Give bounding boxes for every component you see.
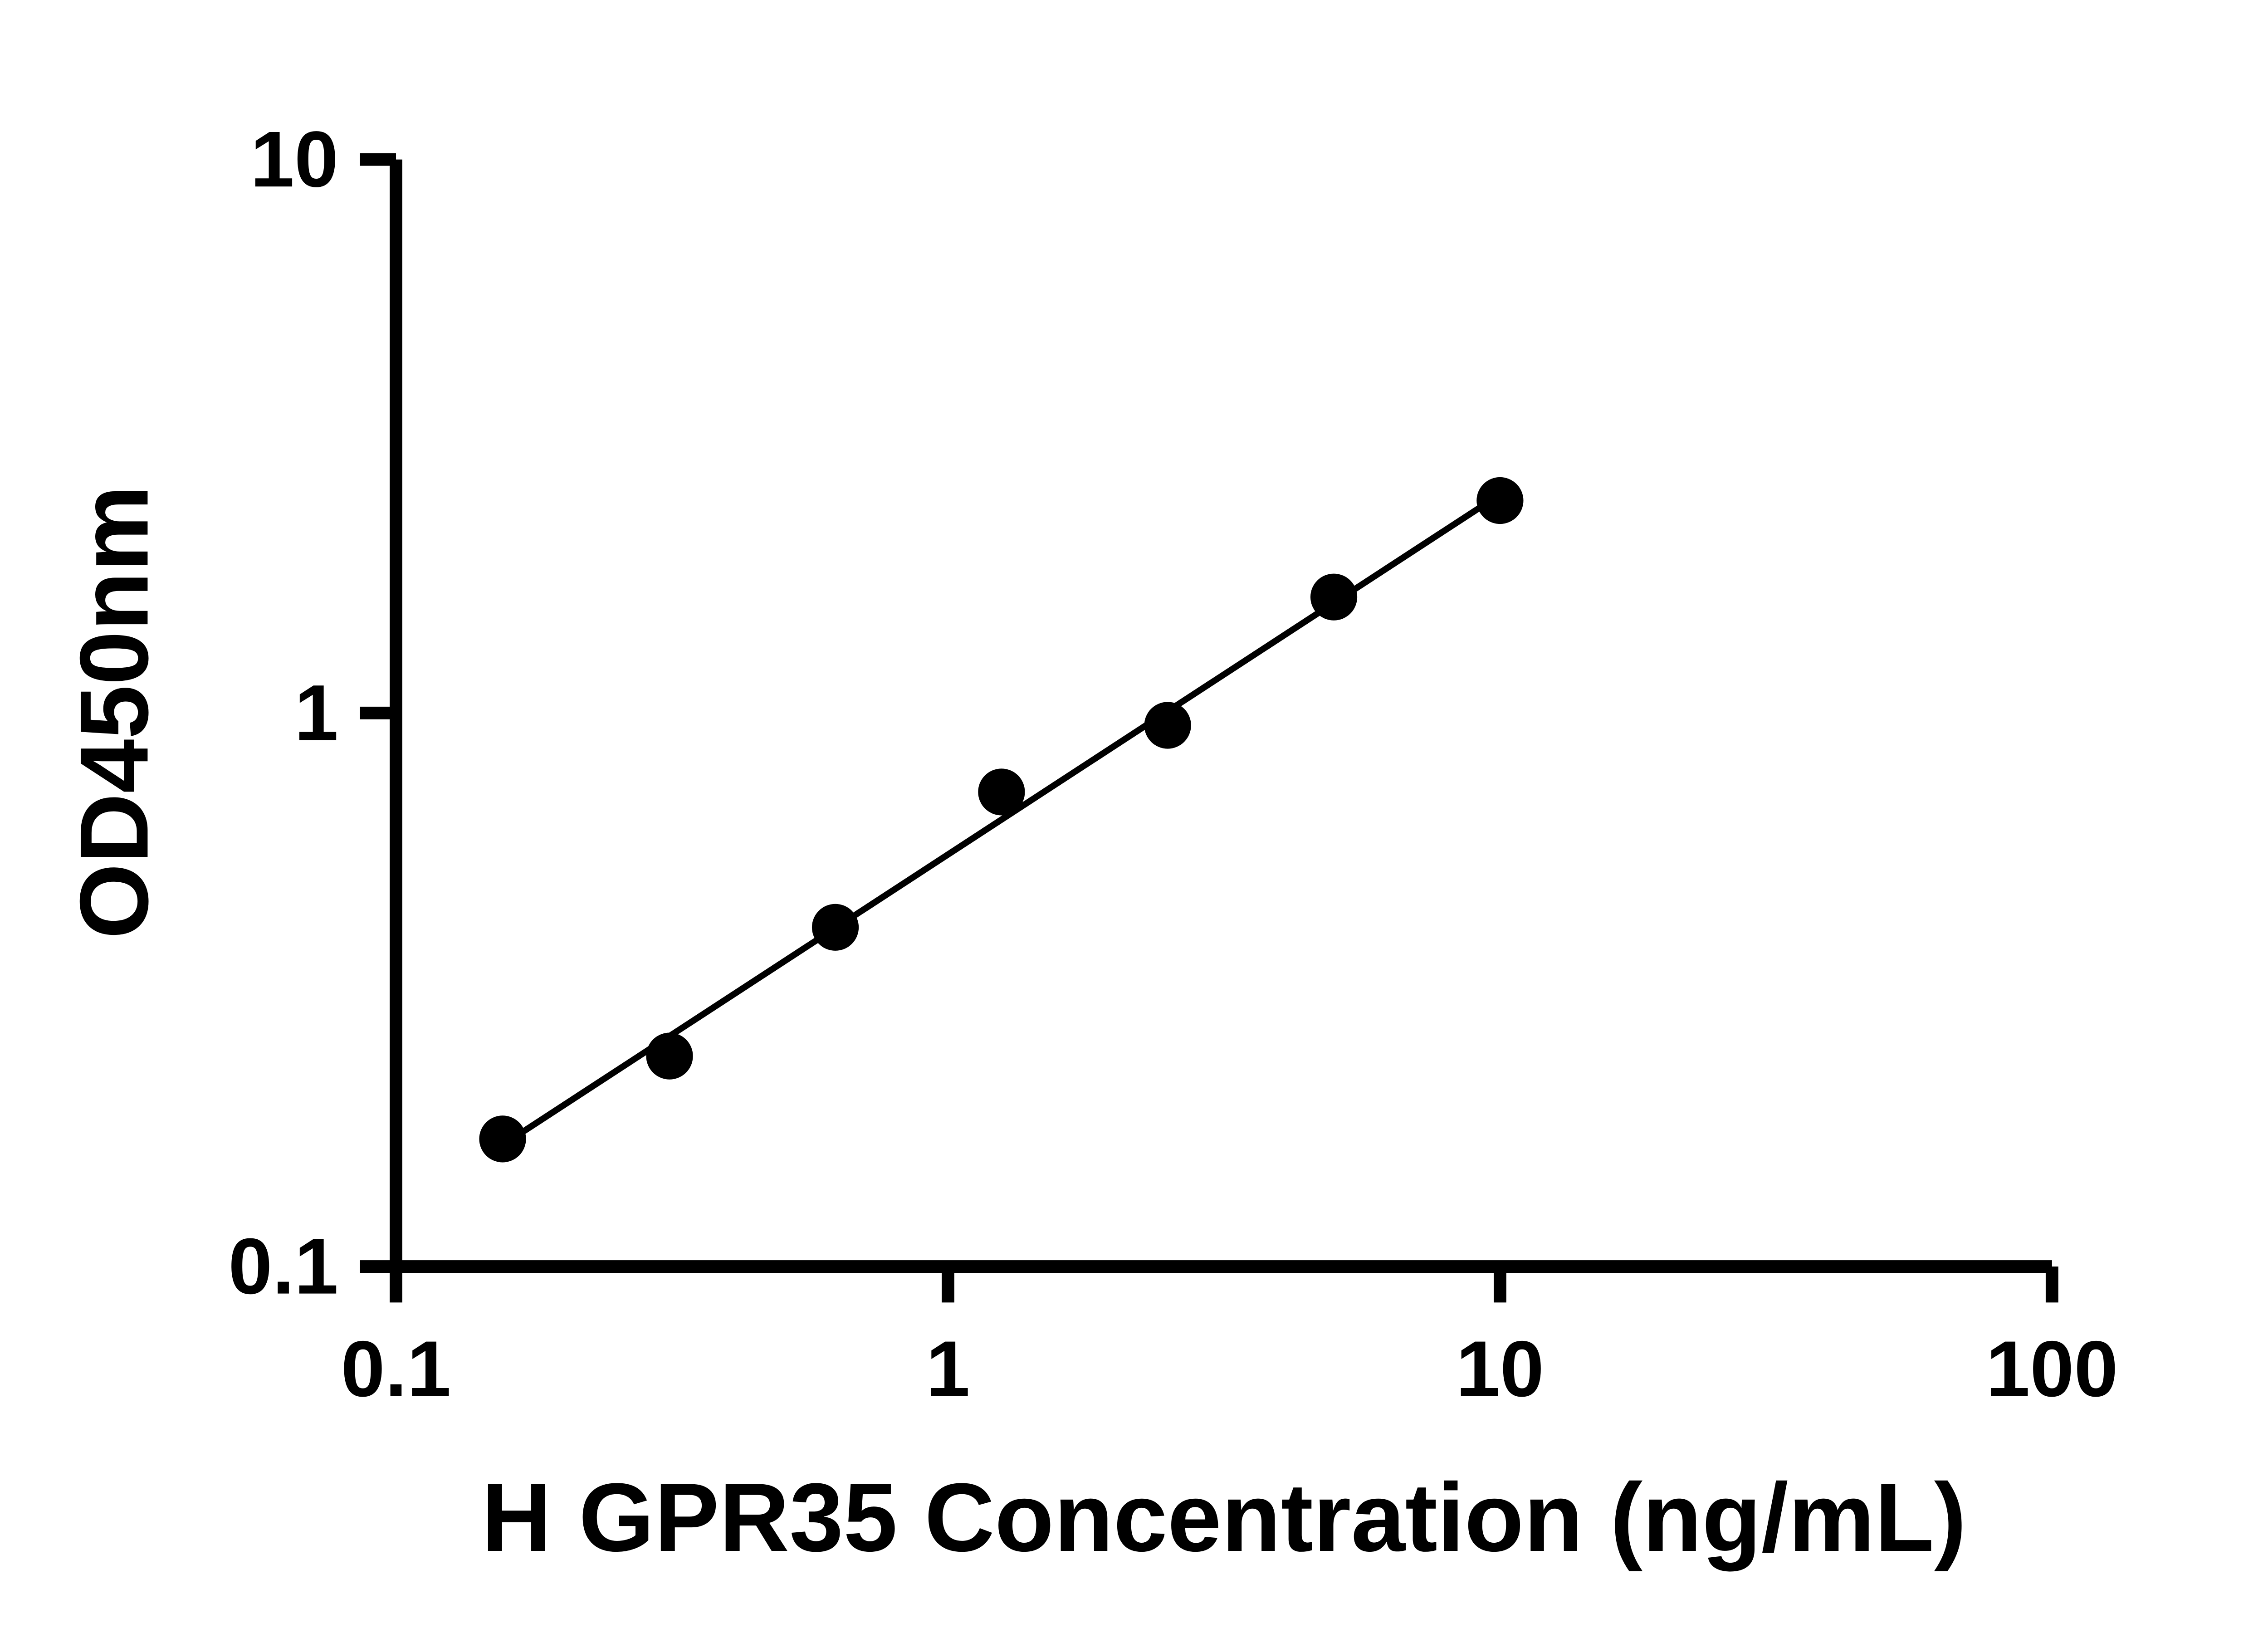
y-tick-label: 0.1 [228,1222,338,1311]
y-tick-label: 10 [250,115,338,204]
data-point [1310,573,1358,621]
data-point [479,1115,526,1163]
data-point [978,768,1025,816]
x-axis-title: H GPR35 Concentration (ng/mL) [482,1463,1967,1572]
x-tick-label: 10 [1456,1325,1544,1413]
x-tick-label: 100 [1986,1325,2118,1413]
x-tick-label: 1 [926,1325,970,1413]
y-axis-title: OD450nm [60,485,168,939]
y-tick-label: 1 [294,669,338,757]
data-point [646,1032,693,1080]
plot-area: 0.1 1 10 100 0.1 1 10 [228,115,2118,1413]
x-tick-label: 0.1 [341,1325,451,1413]
data-point [811,904,859,951]
data-point [1476,477,1524,524]
data-point [1144,702,1191,749]
